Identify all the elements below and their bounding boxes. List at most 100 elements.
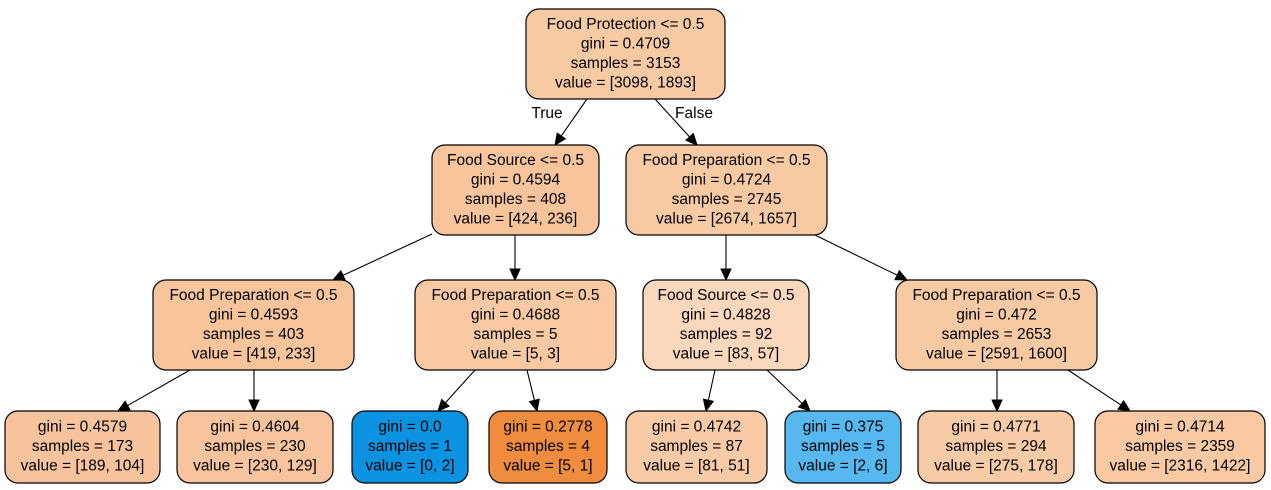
node-line: gini = 0.4714 xyxy=(1135,419,1225,436)
node-box xyxy=(625,410,768,484)
node-line: gini = 0.4771 xyxy=(951,419,1040,436)
node-line: samples = 3153 xyxy=(571,55,681,72)
node-food-preparation-ll[interactable]: Food Preparation <= 0.5 gini = 0.4593 samp… xyxy=(152,279,355,371)
node-line: value = [81, 51] xyxy=(643,458,749,475)
node-line: value = [0, 2] xyxy=(365,458,454,475)
node-line: gini = 0.2778 xyxy=(503,419,592,436)
node-line: value = [2591, 1600] xyxy=(926,345,1067,362)
node-box xyxy=(414,279,617,371)
arrow-head-icon xyxy=(331,269,346,281)
arrow-head-icon xyxy=(702,398,715,413)
node-food-source-left[interactable]: Food Source <= 0.5 gini = 0.4594 samples =… xyxy=(431,144,600,236)
arrow-head-icon xyxy=(554,132,567,146)
arrow-head-icon xyxy=(720,268,732,282)
leaf-6[interactable]: gini = 0.375 samples = 5 value = [2, 6] xyxy=(784,410,902,484)
leaf-3[interactable]: gini = 0.0 samples = 1 value = [0, 2] xyxy=(351,410,469,484)
node-food-preparation-right[interactable]: Food Preparation <= 0.5 gini = 0.4724 samp… xyxy=(625,144,828,236)
edge-n4-to-n10 xyxy=(526,369,540,413)
edge-n5-to-n11 xyxy=(702,369,716,413)
node-line: samples = 5 xyxy=(801,438,885,455)
node-box xyxy=(1094,410,1266,484)
node-line: Food Preparation <= 0.5 xyxy=(642,152,810,169)
node-line: samples = 4 xyxy=(506,438,590,455)
node-food-source-rl[interactable]: Food Source <= 0.5 gini = 0.4828 samples =… xyxy=(642,279,810,371)
edge-n0-to-n2: False xyxy=(654,98,713,146)
edge-n2-to-n5 xyxy=(720,235,732,282)
node-line: gini = 0.4593 xyxy=(209,306,298,323)
node-food-preparation-rr[interactable]: Food Preparation <= 0.5 gini = 0.472 sampl… xyxy=(895,279,1098,371)
node-box xyxy=(176,410,334,484)
node-line: gini = 0.4742 xyxy=(652,419,741,436)
edge-line xyxy=(560,98,588,137)
node-line: Food Source <= 0.5 xyxy=(657,287,794,304)
node-line: samples = 230 xyxy=(204,438,306,455)
node-line: value = [189, 104] xyxy=(21,458,145,475)
leaf-2[interactable]: gini = 0.4604 samples = 230 value = [230, … xyxy=(176,410,334,484)
arrow-head-icon xyxy=(528,398,540,413)
node-line: samples = 403 xyxy=(203,326,304,343)
node-box xyxy=(625,144,828,236)
node-line: value = [275, 178] xyxy=(934,458,1058,475)
node-line: value = [5, 1] xyxy=(503,458,592,475)
node-line: value = [424, 236] xyxy=(454,210,578,227)
node-box xyxy=(895,279,1098,371)
leaf-4[interactable]: gini = 0.2778 samples = 4 value = [5, 1] xyxy=(488,410,608,484)
leaf-5[interactable]: gini = 0.4742 samples = 87 value = [81, 51… xyxy=(625,410,768,484)
edge-n0-to-n1: True xyxy=(531,98,588,146)
edge-n3-to-n7 xyxy=(116,369,191,412)
node-line: Food Preparation <= 0.5 xyxy=(169,287,337,304)
node-line: samples = 92 xyxy=(680,326,773,343)
edge-line xyxy=(1067,369,1122,406)
node-food-preparation-lr[interactable]: Food Preparation <= 0.5 gini = 0.4688 samp… xyxy=(414,279,617,371)
node-box xyxy=(784,410,902,484)
arrow-head-icon xyxy=(797,398,811,412)
node-line: value = [5, 3] xyxy=(471,345,560,362)
edge-n2-to-n6 xyxy=(814,234,909,281)
node-line: Food Preparation <= 0.5 xyxy=(912,287,1080,304)
edges-layer: True False xyxy=(116,98,1132,413)
edge-label-true: True xyxy=(531,105,562,122)
leaf-7[interactable]: gini = 0.4771 samples = 294 value = [275, … xyxy=(917,410,1075,484)
node-line: samples = 173 xyxy=(32,438,133,455)
node-box xyxy=(488,410,608,484)
node-line: value = [3098, 1893] xyxy=(555,74,696,91)
edge-line xyxy=(766,369,803,404)
node-line: value = [2, 6] xyxy=(798,458,887,475)
node-box xyxy=(431,144,600,236)
edge-line xyxy=(444,369,476,404)
node-line: Food Protection <= 0.5 xyxy=(547,16,705,33)
leaf-1[interactable]: gini = 0.4579 samples = 173 value = [189, … xyxy=(4,410,161,484)
arrow-head-icon xyxy=(248,399,260,413)
node-line: value = [2316, 1422] xyxy=(1110,458,1251,475)
root-node[interactable]: Food Protection <= 0.5 gini = 0.4709 sampl… xyxy=(525,8,726,100)
node-box xyxy=(642,279,810,371)
node-line: samples = 2745 xyxy=(672,191,782,208)
edge-n4-to-n9 xyxy=(437,369,476,412)
node-box xyxy=(4,410,161,484)
node-line: Food Source <= 0.5 xyxy=(447,152,584,169)
edge-line xyxy=(526,369,535,401)
edge-n6-to-n13 xyxy=(991,370,1003,413)
node-line: samples = 294 xyxy=(945,438,1047,455)
edge-n1-to-n3 xyxy=(331,233,433,281)
node-line: value = [2674, 1657] xyxy=(656,210,797,227)
arrow-head-icon xyxy=(684,132,698,146)
node-line: gini = 0.4579 xyxy=(38,419,127,436)
arrow-head-icon xyxy=(509,268,521,282)
node-line: value = [83, 57] xyxy=(673,345,779,362)
node-line: gini = 0.4594 xyxy=(471,171,561,188)
edge-line xyxy=(814,234,898,276)
node-line: gini = 0.4724 xyxy=(682,171,772,188)
node-box xyxy=(152,279,355,371)
node-line: samples = 1 xyxy=(368,438,452,455)
node-line: gini = 0.4688 xyxy=(471,306,560,323)
node-box xyxy=(917,410,1075,484)
edge-line xyxy=(707,369,716,401)
leaf-8[interactable]: gini = 0.4714 samples = 2359 value = [2316… xyxy=(1094,410,1266,484)
node-line: samples = 5 xyxy=(473,326,557,343)
edge-line xyxy=(127,369,191,407)
node-line: gini = 0.375 xyxy=(803,419,884,436)
edge-n6-to-n14 xyxy=(1067,369,1132,412)
arrow-head-icon xyxy=(116,400,131,412)
